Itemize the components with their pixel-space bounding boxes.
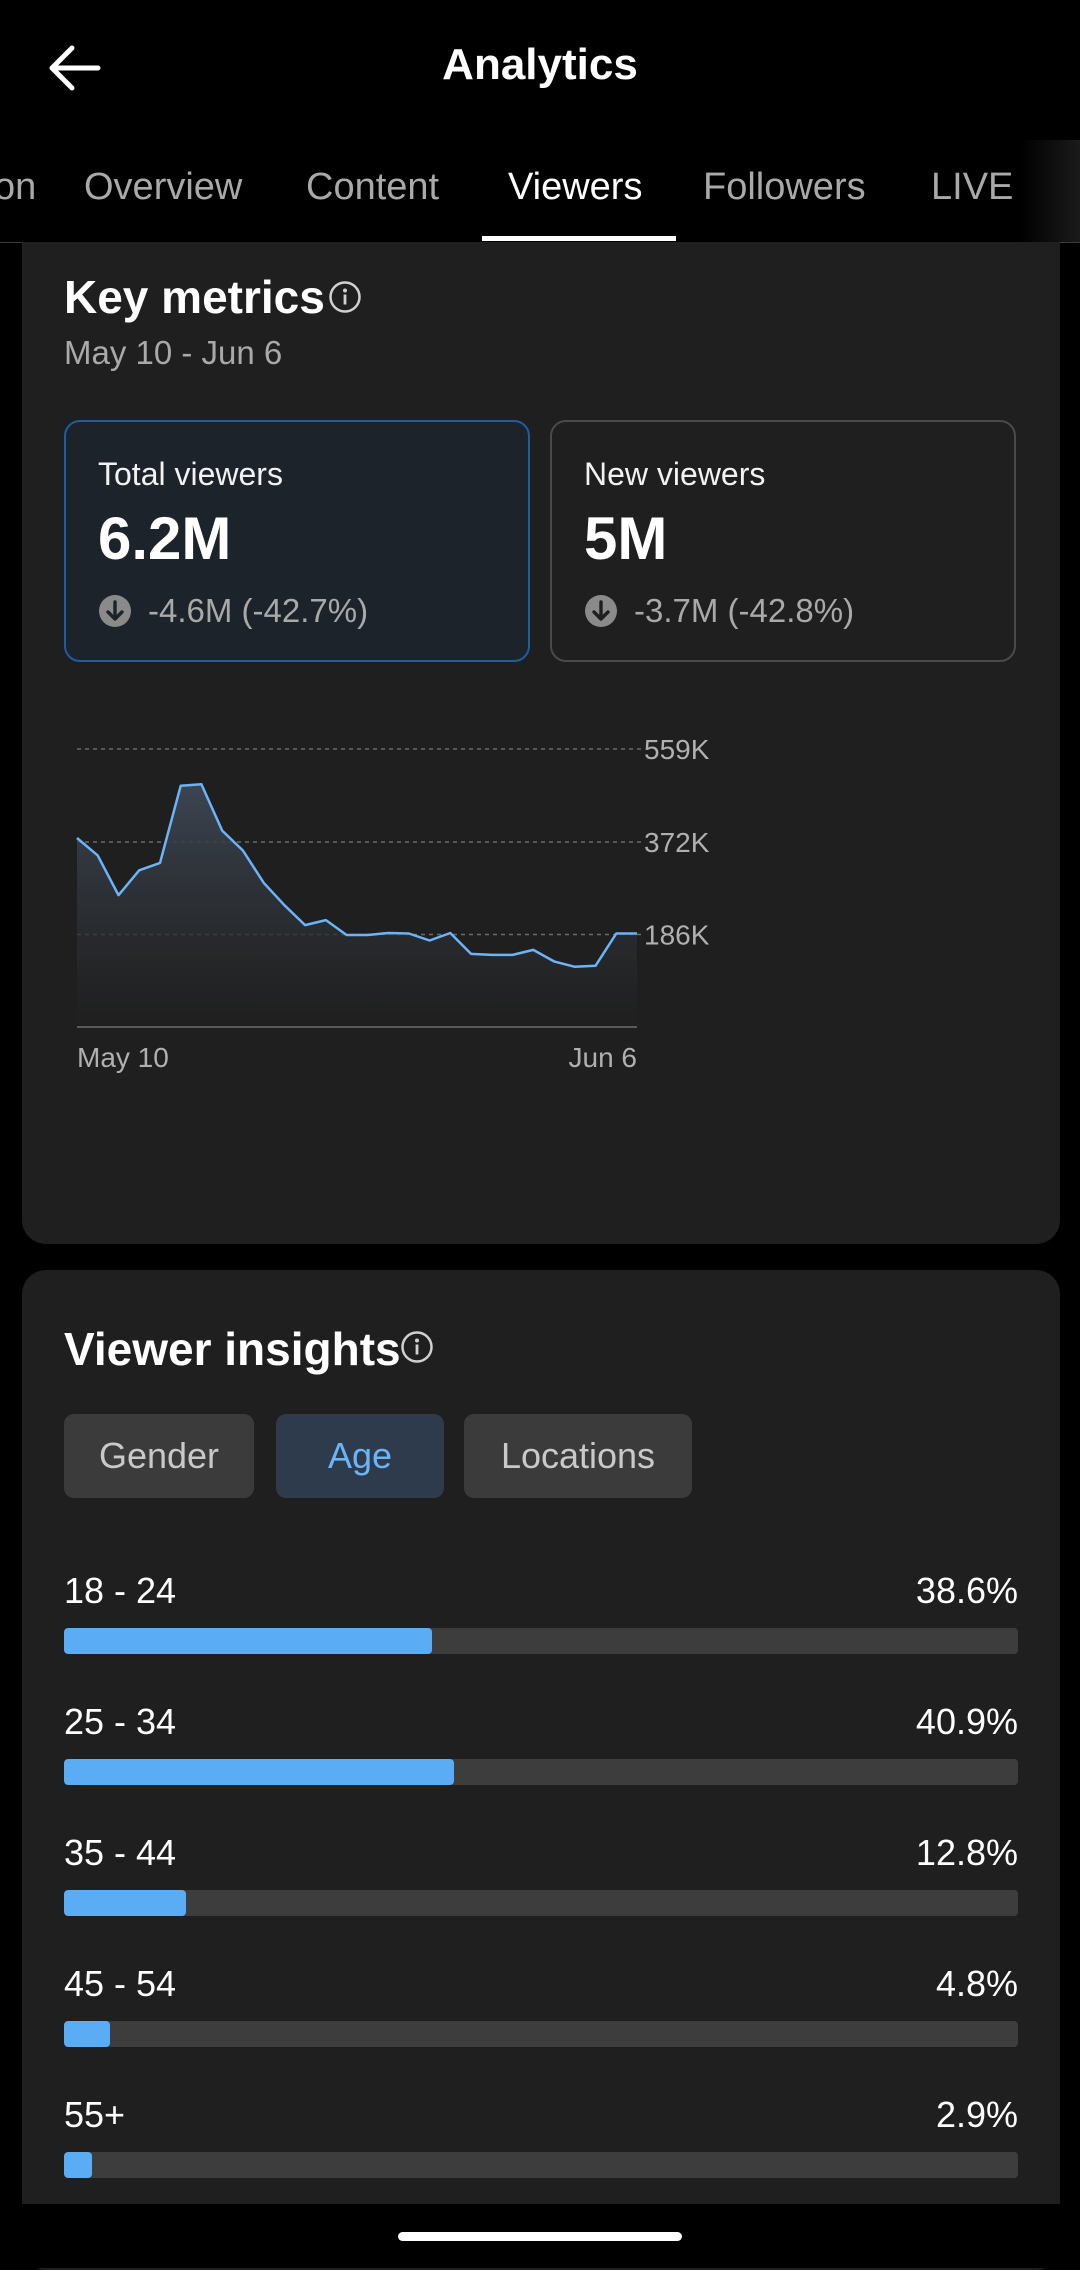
chip-gender[interactable]: Gender	[64, 1414, 254, 1498]
y-tick-label: 372K	[644, 827, 710, 858]
tab-scroll-fade	[1020, 140, 1080, 242]
age-range-label: 45 - 54	[64, 1963, 177, 2004]
age-row: 45 - 54 4.8%	[64, 1963, 1018, 2063]
age-range-label: 35 - 44	[64, 1832, 177, 1873]
arrow-down-circle-icon	[99, 595, 131, 627]
age-row: 18 - 24 38.6%	[64, 1570, 1018, 1670]
chart-series-line	[76, 783, 637, 969]
metric-change-text: -4.6M (-42.7%)	[148, 592, 369, 629]
tab-overview[interactable]: Overview	[84, 166, 243, 208]
metric-label: Total viewers	[98, 456, 283, 492]
age-bar-track	[64, 1759, 1018, 1785]
metric-card-total-viewers[interactable]: Total viewers 6.2M -4.6M (-42.7%)	[64, 420, 530, 662]
metric-value: 6.2M	[98, 505, 232, 572]
tab-live[interactable]: LIVE	[931, 166, 1014, 208]
viewers-line-chart[interactable]: 559K 372K 186K May 10 Jun 6	[22, 697, 1060, 1087]
x-tick-label: May 10	[77, 1042, 169, 1073]
active-tab-indicator	[482, 236, 676, 241]
age-bar-track	[64, 2152, 1018, 2178]
age-range-label: 25 - 34	[64, 1701, 177, 1742]
age-percent: 40.9%	[915, 1701, 1018, 1742]
chip-age[interactable]: Age	[276, 1414, 444, 1498]
age-bar-track	[64, 1890, 1018, 1916]
key-metrics-title: Key metrics	[64, 271, 325, 323]
home-indicator[interactable]	[398, 2232, 682, 2241]
key-metrics-card: Key metrics May 10 - Jun 6 Total viewers…	[22, 242, 1060, 1244]
arrow-left-icon	[49, 45, 101, 91]
top-bar: Analytics	[0, 0, 1080, 140]
back-button[interactable]	[42, 38, 106, 102]
tab-content[interactable]: Content	[306, 166, 440, 208]
age-row: 25 - 34 40.9%	[64, 1701, 1018, 1801]
page-title: Analytics	[442, 40, 638, 89]
metric-change: -4.6M (-42.7%)	[98, 592, 368, 630]
metric-label: New viewers	[584, 456, 766, 492]
age-bar-fill	[64, 1890, 187, 1916]
age-percent: 38.6%	[915, 1570, 1018, 1611]
metric-card-new-viewers[interactable]: New viewers 5M -3.7M (-42.8%)	[550, 420, 1016, 662]
age-percent: 12.8%	[915, 1832, 1018, 1873]
metric-value: 5M	[584, 505, 668, 572]
info-icon[interactable]	[328, 280, 362, 314]
tab-bar: on Overview Content Viewers Followers LI…	[0, 140, 1080, 243]
age-bar-fill	[64, 1759, 455, 1785]
y-tick-label: 559K	[644, 734, 710, 765]
tab-viewers[interactable]: Viewers	[508, 166, 643, 208]
metric-change-text: -3.7M (-42.8%)	[634, 592, 855, 629]
age-bar-fill	[64, 2152, 92, 2178]
viewer-insights-card: Viewer insights Gender Age Locations 18 …	[22, 1270, 1060, 2270]
age-bar-fill	[64, 2021, 110, 2047]
home-indicator-area	[0, 2204, 1080, 2268]
age-row: 35 - 44 12.8%	[64, 1832, 1018, 1932]
tab-followers[interactable]: Followers	[703, 166, 866, 208]
y-tick-label: 186K	[644, 919, 710, 950]
tab-partial[interactable]: on	[0, 166, 37, 208]
viewer-insights-title: Viewer insights	[64, 1323, 401, 1375]
age-row: 55+ 2.9%	[64, 2094, 1018, 2194]
arrow-down-circle-icon	[585, 595, 617, 627]
info-icon[interactable]	[400, 1330, 434, 1364]
age-percent: 2.9%	[935, 2094, 1018, 2135]
age-percent: 4.8%	[935, 1963, 1018, 2004]
x-tick-label: Jun 6	[569, 1042, 638, 1073]
age-bar-fill	[64, 1628, 433, 1654]
chip-locations[interactable]: Locations	[464, 1414, 692, 1498]
age-range-label: 55+	[64, 2094, 126, 2135]
date-range: May 10 - Jun 6	[64, 334, 283, 371]
age-bar-track	[64, 1628, 1018, 1654]
age-bar-track	[64, 2021, 1018, 2047]
metric-change: -3.7M (-42.8%)	[584, 592, 854, 630]
age-range-label: 18 - 24	[64, 1570, 177, 1611]
chart-area-fill	[77, 784, 637, 1027]
